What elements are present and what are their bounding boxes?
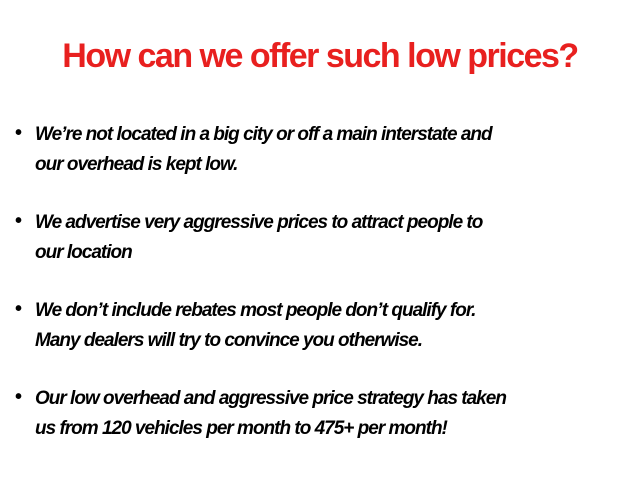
bullet-line: Our low overhead and aggressive price st… [35, 388, 507, 409]
slide-title: How can we offer such low prices? [62, 37, 579, 75]
bullet-icon: • [15, 210, 23, 232]
bullet-icon: • [15, 386, 23, 408]
bullet-line: our overhead is kept low. [35, 154, 238, 175]
bullet-line: We don’t include rebates most people don… [35, 300, 476, 321]
bullet-line: We advertise very aggressive prices to a… [35, 212, 483, 233]
bullet-line: us from 120 vehicles per month to 475+ p… [35, 418, 448, 439]
bullet-line: Many dealers will try to convince you ot… [35, 330, 423, 351]
bullet-text: We’re not located in a big city or off a… [35, 120, 630, 180]
bullet-text: We don’t include rebates most people don… [35, 296, 630, 356]
bullet-line: We’re not located in a big city or off a… [35, 124, 493, 145]
bullet-icon: • [15, 122, 23, 144]
bullet-line: our location [35, 242, 133, 263]
bullet-text: Our low overhead and aggressive price st… [35, 384, 630, 444]
bullet-text: We advertise very aggressive prices to a… [35, 208, 630, 268]
bullet-icon: • [15, 298, 23, 320]
